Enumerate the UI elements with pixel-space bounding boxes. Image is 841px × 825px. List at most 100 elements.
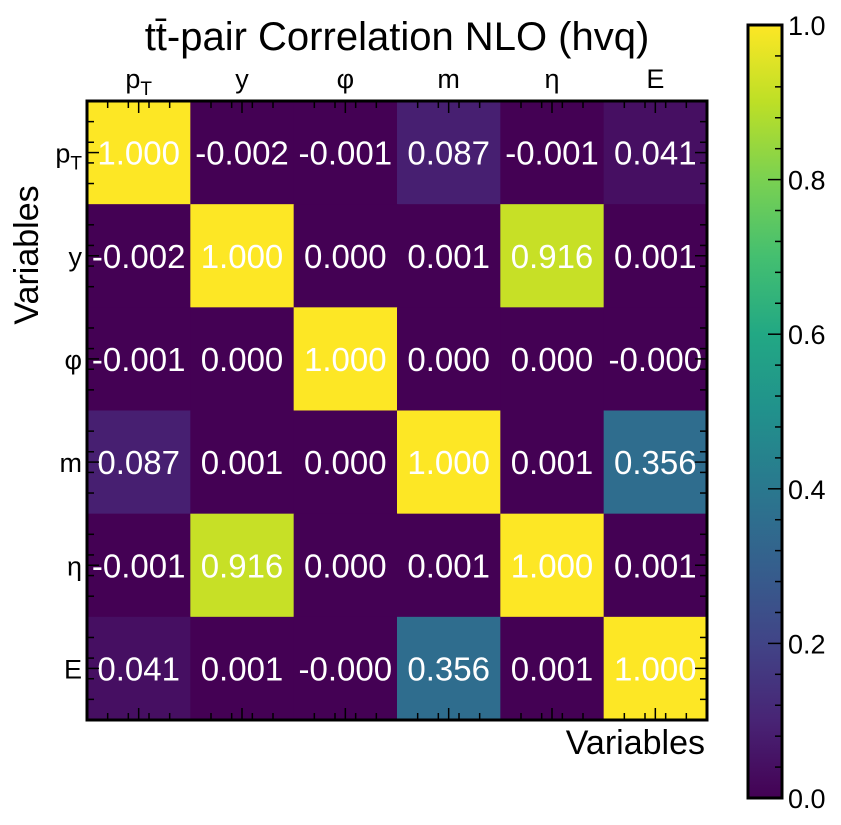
heatmap-cell-label: 0.916 — [511, 238, 594, 275]
colorbar-tick-label: 0.0 — [788, 784, 826, 814]
heatmap-cell-label: -0.001 — [92, 547, 186, 584]
heatmap-cell — [397, 616, 501, 721]
y-tick-label: E — [64, 654, 82, 684]
heatmap-cell — [190, 101, 295, 205]
heatmap-cell-label: -0.001 — [505, 135, 599, 172]
heatmap-cell-label: 0.000 — [304, 238, 387, 275]
x-tick-label: E — [646, 64, 664, 94]
heatmap-cell — [293, 616, 398, 721]
heatmap-cell-label: 0.000 — [407, 341, 490, 378]
heatmap-cell-labels: 1.000 -0.002 -0.001 0.087 -0.001 0.041 -0.002 1… — [92, 135, 702, 688]
heatmap-cell-label: 0.356 — [614, 444, 697, 481]
heatmap-cell — [603, 410, 708, 515]
heatmap-cell-label: 0.001 — [614, 547, 697, 584]
heatmap-cell — [87, 307, 191, 412]
heatmap-cell — [87, 204, 191, 308]
heatmap-cell — [293, 513, 398, 618]
x-tick-label: η — [544, 64, 559, 94]
y-tick-label: y — [69, 242, 83, 272]
heatmap-cell-label: 1.000 — [97, 135, 180, 172]
heatmap-cell — [603, 513, 708, 618]
heatmap-cell — [87, 410, 191, 515]
heatmap-cell-label: 0.041 — [614, 135, 697, 172]
x-tick-label: φ — [337, 64, 355, 94]
heatmap-cell-label: -0.002 — [92, 238, 186, 275]
heatmap-cell — [397, 410, 501, 515]
heatmap-cell-label: -0.002 — [195, 135, 289, 172]
heatmap-cell — [87, 513, 191, 618]
heatmap-cell-label: 0.001 — [407, 238, 490, 275]
heatmap-cell — [603, 101, 708, 205]
heatmap-cell — [603, 204, 708, 308]
colorbar-tick-label: 1.0 — [788, 11, 826, 41]
heatmap-cell-label: 1.000 — [304, 341, 387, 378]
heatmap-cell-label: 0.001 — [407, 547, 490, 584]
heatmap-cell — [500, 513, 605, 618]
heatmap-cell — [190, 204, 295, 308]
chart-title: tt̄-pair Correlation NLO (hvq) — [145, 15, 650, 59]
heatmap-cell-label: 0.001 — [201, 444, 284, 481]
heatmap-cell-label: 0.000 — [201, 341, 284, 378]
heatmap-cell-label: -0.001 — [299, 135, 393, 172]
colorbar-tick-label: 0.4 — [788, 475, 826, 505]
heatmap-cell — [293, 410, 398, 515]
heatmap-cell — [397, 101, 501, 205]
colorbar — [748, 25, 782, 798]
heatmap-cell-label: 0.000 — [511, 341, 594, 378]
heatmap-cell — [397, 513, 501, 618]
heatmap-cell-label: 0.087 — [97, 444, 180, 481]
heatmap-cell — [397, 307, 501, 412]
heatmap-cell — [87, 616, 191, 721]
heatmap-cell — [500, 204, 605, 308]
heatmap-cell — [87, 101, 191, 205]
heatmap-cell-label: 1.000 — [511, 547, 594, 584]
heatmap-cell-label: 1.000 — [407, 444, 490, 481]
heatmap-cell — [293, 204, 398, 308]
heatmap-cell-label: 0.087 — [407, 135, 490, 172]
heatmap-cell-label: 0.001 — [201, 650, 284, 687]
y-tick-labels: pT y φ m η E — [55, 139, 82, 685]
y-axis-label: Variables — [8, 185, 46, 324]
heatmap-cell — [190, 513, 295, 618]
colorbar-tick-label: 0.2 — [788, 629, 826, 659]
heatmap-cell — [500, 616, 605, 721]
heatmap-cell-label: 1.000 — [614, 650, 697, 687]
heatmap-cell-label: 0.041 — [97, 650, 180, 687]
heatmap-cell-label: -0.001 — [92, 341, 186, 378]
heatmap-cell-label: -0.000 — [609, 341, 703, 378]
x-tick-labels: pT y φ m η E — [125, 64, 664, 100]
heatmap-cells — [87, 101, 708, 721]
heatmap-cell — [500, 307, 605, 412]
y-tick-label: φ — [64, 345, 82, 375]
heatmap-cell — [603, 307, 708, 412]
x-tick-label: pT — [125, 64, 152, 100]
colorbar-tick-label: 0.6 — [788, 320, 826, 350]
heatmap-cell — [293, 307, 398, 412]
heatmap-cell — [500, 410, 605, 515]
heatmap-cell-label: -0.000 — [299, 650, 393, 687]
heatmap-cell-label: 0.001 — [511, 650, 594, 687]
y-tick-label: m — [60, 448, 83, 478]
heatmap-cell-label: 0.000 — [304, 547, 387, 584]
colorbar-ticks: 0.0 0.2 0.4 0.6 0.8 1.0 — [768, 11, 826, 814]
heatmap-cell-label: 1.000 — [201, 238, 284, 275]
y-tick-label: η — [67, 551, 82, 581]
heatmap-cell — [397, 204, 501, 308]
y-tick-label: pT — [55, 139, 82, 175]
colorbar-frame — [746, 23, 784, 800]
x-axis-label: Variables — [566, 724, 705, 762]
heatmap-cell — [190, 307, 295, 412]
heatmap-cell — [190, 410, 295, 515]
heatmap-cell-label: 0.001 — [511, 444, 594, 481]
heatmap-cell-label: 0.916 — [201, 547, 284, 584]
heatmap-cell-label: 0.356 — [407, 650, 490, 687]
plot-frame — [85, 99, 709, 722]
heatmap-cell-label: 0.000 — [304, 444, 387, 481]
x-tick-label: y — [235, 64, 249, 94]
heatmap-cell-label: 0.001 — [614, 238, 697, 275]
heatmap-cell — [603, 616, 708, 721]
heatmap-cell — [500, 101, 605, 205]
heatmap-cell — [293, 101, 398, 205]
heatmap-cell — [190, 616, 295, 721]
